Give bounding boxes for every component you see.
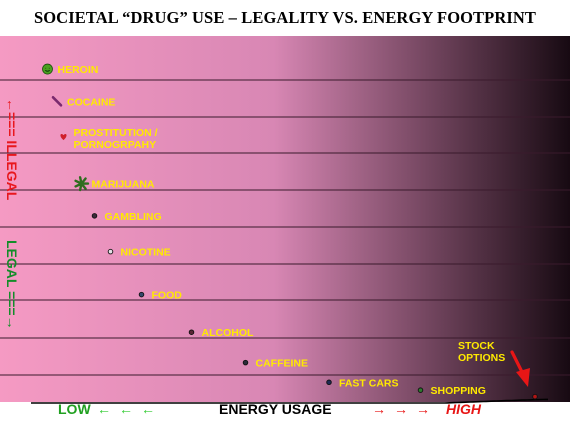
left-arrows-icon: ←←← [97, 401, 163, 417]
chart-title: SOCIETAL “DRUG” USE – LEGALITY VS. ENERG… [33, 8, 537, 27]
data-point-heroin [42, 63, 53, 75]
x-axis: LOW ←←← ENERGY USAGE →→→ HIGH [0, 401, 570, 423]
data-point-marijuana [74, 176, 90, 192]
x-axis-high-label: HIGH [446, 401, 481, 417]
x-axis-label: ENERGY USAGE [219, 401, 332, 417]
data-label-marijuana: MARIJUANA [92, 179, 155, 191]
data-labels: HEROIN COCAINE PROSTITUTION / PORNOGRPAHY MA… [58, 64, 506, 397]
red-arrowhead-icon [516, 368, 530, 387]
data-label-shopping: SHOPPING [431, 385, 486, 397]
data-points [42, 63, 538, 400]
data-point-alcohol [188, 329, 195, 335]
plot-background [0, 36, 570, 402]
gridlines [0, 79, 570, 376]
right-arrows-icon: →→→ [372, 401, 438, 417]
data-point-cocaine [51, 95, 63, 107]
data-label-gambling: GAMBLING [105, 211, 162, 223]
red-arrow-icon [510, 350, 525, 376]
curve-line [31, 398, 548, 404]
y-axis-legal-label: LEGAL ===→ [4, 240, 20, 330]
data-point-fast-cars [326, 379, 332, 386]
data-point-shopping [417, 387, 424, 393]
data-label-prostitution-pornogrpahy: PROSTITUTION / PORNOGRPAHY [74, 127, 158, 151]
data-label-fast-cars: FAST CARS [339, 377, 399, 389]
data-point-gambling [91, 213, 98, 219]
data-point-caffeine [242, 359, 249, 366]
data-label-nicotine: NICOTINE [121, 247, 171, 259]
data-label-caffeine: CAFFEINE [256, 358, 309, 370]
data-point-prostitution-pornogrpahy [60, 134, 67, 141]
data-point-food [138, 291, 145, 298]
data-label-alcohol: ALCOHOL [202, 327, 254, 339]
data-point-nicotine [107, 248, 114, 255]
y-axis-illegal-label: ←=== ILLEGAL [4, 98, 20, 201]
data-label-cocaine: COCAINE [67, 96, 115, 108]
data-label-food: FOOD [152, 290, 183, 302]
data-label-heroin: HEROIN [58, 64, 99, 76]
callout-arrow [510, 350, 530, 387]
x-axis-low-label: LOW [58, 401, 91, 417]
data-point-stock-options [532, 393, 538, 400]
data-label-stock-options: STOCK OPTIONS [458, 340, 505, 364]
